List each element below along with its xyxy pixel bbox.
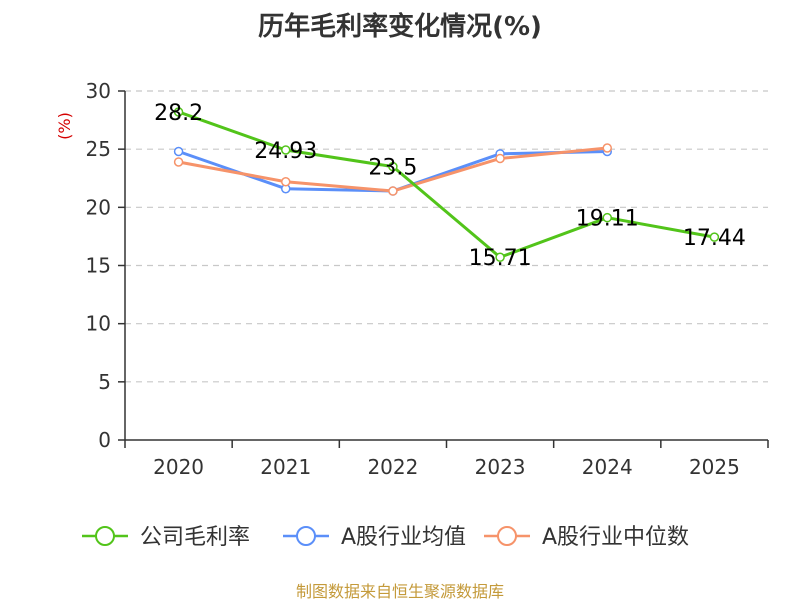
data-label: 17.44	[683, 226, 746, 251]
legend-swatch-marker	[296, 526, 316, 546]
x-tick-label: 2025	[689, 455, 740, 479]
data-labels: 28.2 24.93 23.5 15.71 19.11 17.44	[154, 101, 746, 271]
y-tick-label: 30	[86, 79, 111, 103]
data-label: 24.93	[254, 139, 317, 164]
data-point	[602, 143, 612, 153]
data-point	[602, 212, 612, 223]
legend-label: 公司毛利率	[140, 525, 250, 550]
y-tick-label: 10	[86, 312, 111, 336]
source-note: 制图数据来自恒生聚源数据库	[295, 582, 504, 601]
data-point	[281, 145, 291, 155]
legend: 公司毛利率 A股行业均值 A股行业中位数	[82, 525, 689, 550]
y-tick-label: 25	[86, 137, 111, 161]
data-point	[495, 252, 505, 262]
data-point	[495, 153, 505, 164]
legend-swatch-marker	[95, 526, 115, 546]
chart-title: 历年毛利率变化情况(%)	[258, 12, 542, 42]
data-label: 15.71	[469, 246, 532, 271]
legend-label: A股行业均值	[341, 525, 466, 550]
x-tick-label: 2020	[153, 455, 204, 479]
y-tick-label: 5	[98, 370, 111, 394]
legend-swatch-marker	[497, 526, 517, 546]
data-point	[173, 157, 184, 167]
data-point	[173, 107, 184, 117]
data-point	[388, 186, 398, 196]
data-label: 23.5	[368, 156, 417, 181]
x-tick-label: 2021	[260, 455, 311, 479]
series-lines	[173, 107, 720, 262]
y-tick-label: 0	[98, 428, 111, 452]
data-label: 19.11	[576, 207, 639, 232]
x-tick-label: 2024	[582, 455, 633, 479]
x-tick-label: 2023	[475, 455, 526, 479]
grid-lines	[125, 90, 768, 383]
data-point	[709, 232, 720, 242]
data-point	[281, 176, 291, 187]
series-line-0	[178, 110, 715, 259]
data-label: 28.2	[154, 101, 203, 126]
data-point	[388, 161, 398, 172]
y-tick-label: 20	[86, 195, 111, 219]
x-tick-label: 2022	[367, 455, 418, 479]
y-axis-unit: (%)	[55, 112, 74, 140]
legend-label: A股行业中位数	[542, 525, 689, 550]
y-tick-label: 15	[86, 254, 111, 278]
data-point	[173, 146, 184, 157]
